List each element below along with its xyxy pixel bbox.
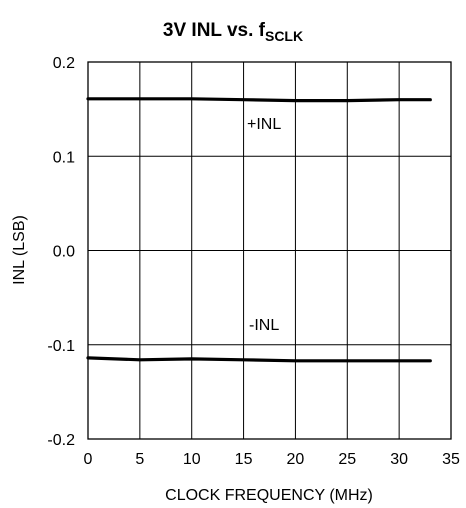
y-tick-label: -0.1	[47, 338, 75, 355]
x-tick-label: 35	[442, 451, 460, 468]
chart-title-main: 3V INL vs. f	[163, 20, 266, 41]
y-tick-label: 0.0	[53, 244, 75, 261]
x-axis-label: CLOCK FREQUENCY (MHz)	[165, 487, 373, 504]
x-tick-label: 25	[338, 451, 356, 468]
x-tick-label: 15	[235, 451, 253, 468]
series-line-minus-inl	[86, 356, 432, 363]
y-axis-label: INL (LSB)	[11, 215, 28, 285]
y-tick-label: -0.2	[47, 432, 75, 449]
x-tick-label: 0	[84, 451, 93, 468]
chart-title-subscript: SCLK	[265, 28, 303, 44]
tick-labels: 0 5 10 15 20 25 30 35 0.2 0.1 0.0 -0.1 -0.2	[47, 55, 460, 468]
x-tick-label: 5	[135, 451, 144, 468]
series-label-minus-inl: -INL	[249, 317, 279, 334]
series-group	[86, 97, 432, 363]
chart-title: 3V INL vs. fSCLK	[163, 20, 303, 44]
x-tick-label: 10	[183, 451, 201, 468]
x-tick-label: 20	[287, 451, 305, 468]
plot-frame	[87, 61, 452, 440]
x-tick-label: 30	[390, 451, 408, 468]
series-label-plus-inl: +INL	[247, 116, 281, 133]
y-tick-label: 0.1	[53, 149, 75, 166]
series-line-plus-inl	[86, 97, 432, 103]
y-tick-label: 0.2	[53, 55, 75, 72]
